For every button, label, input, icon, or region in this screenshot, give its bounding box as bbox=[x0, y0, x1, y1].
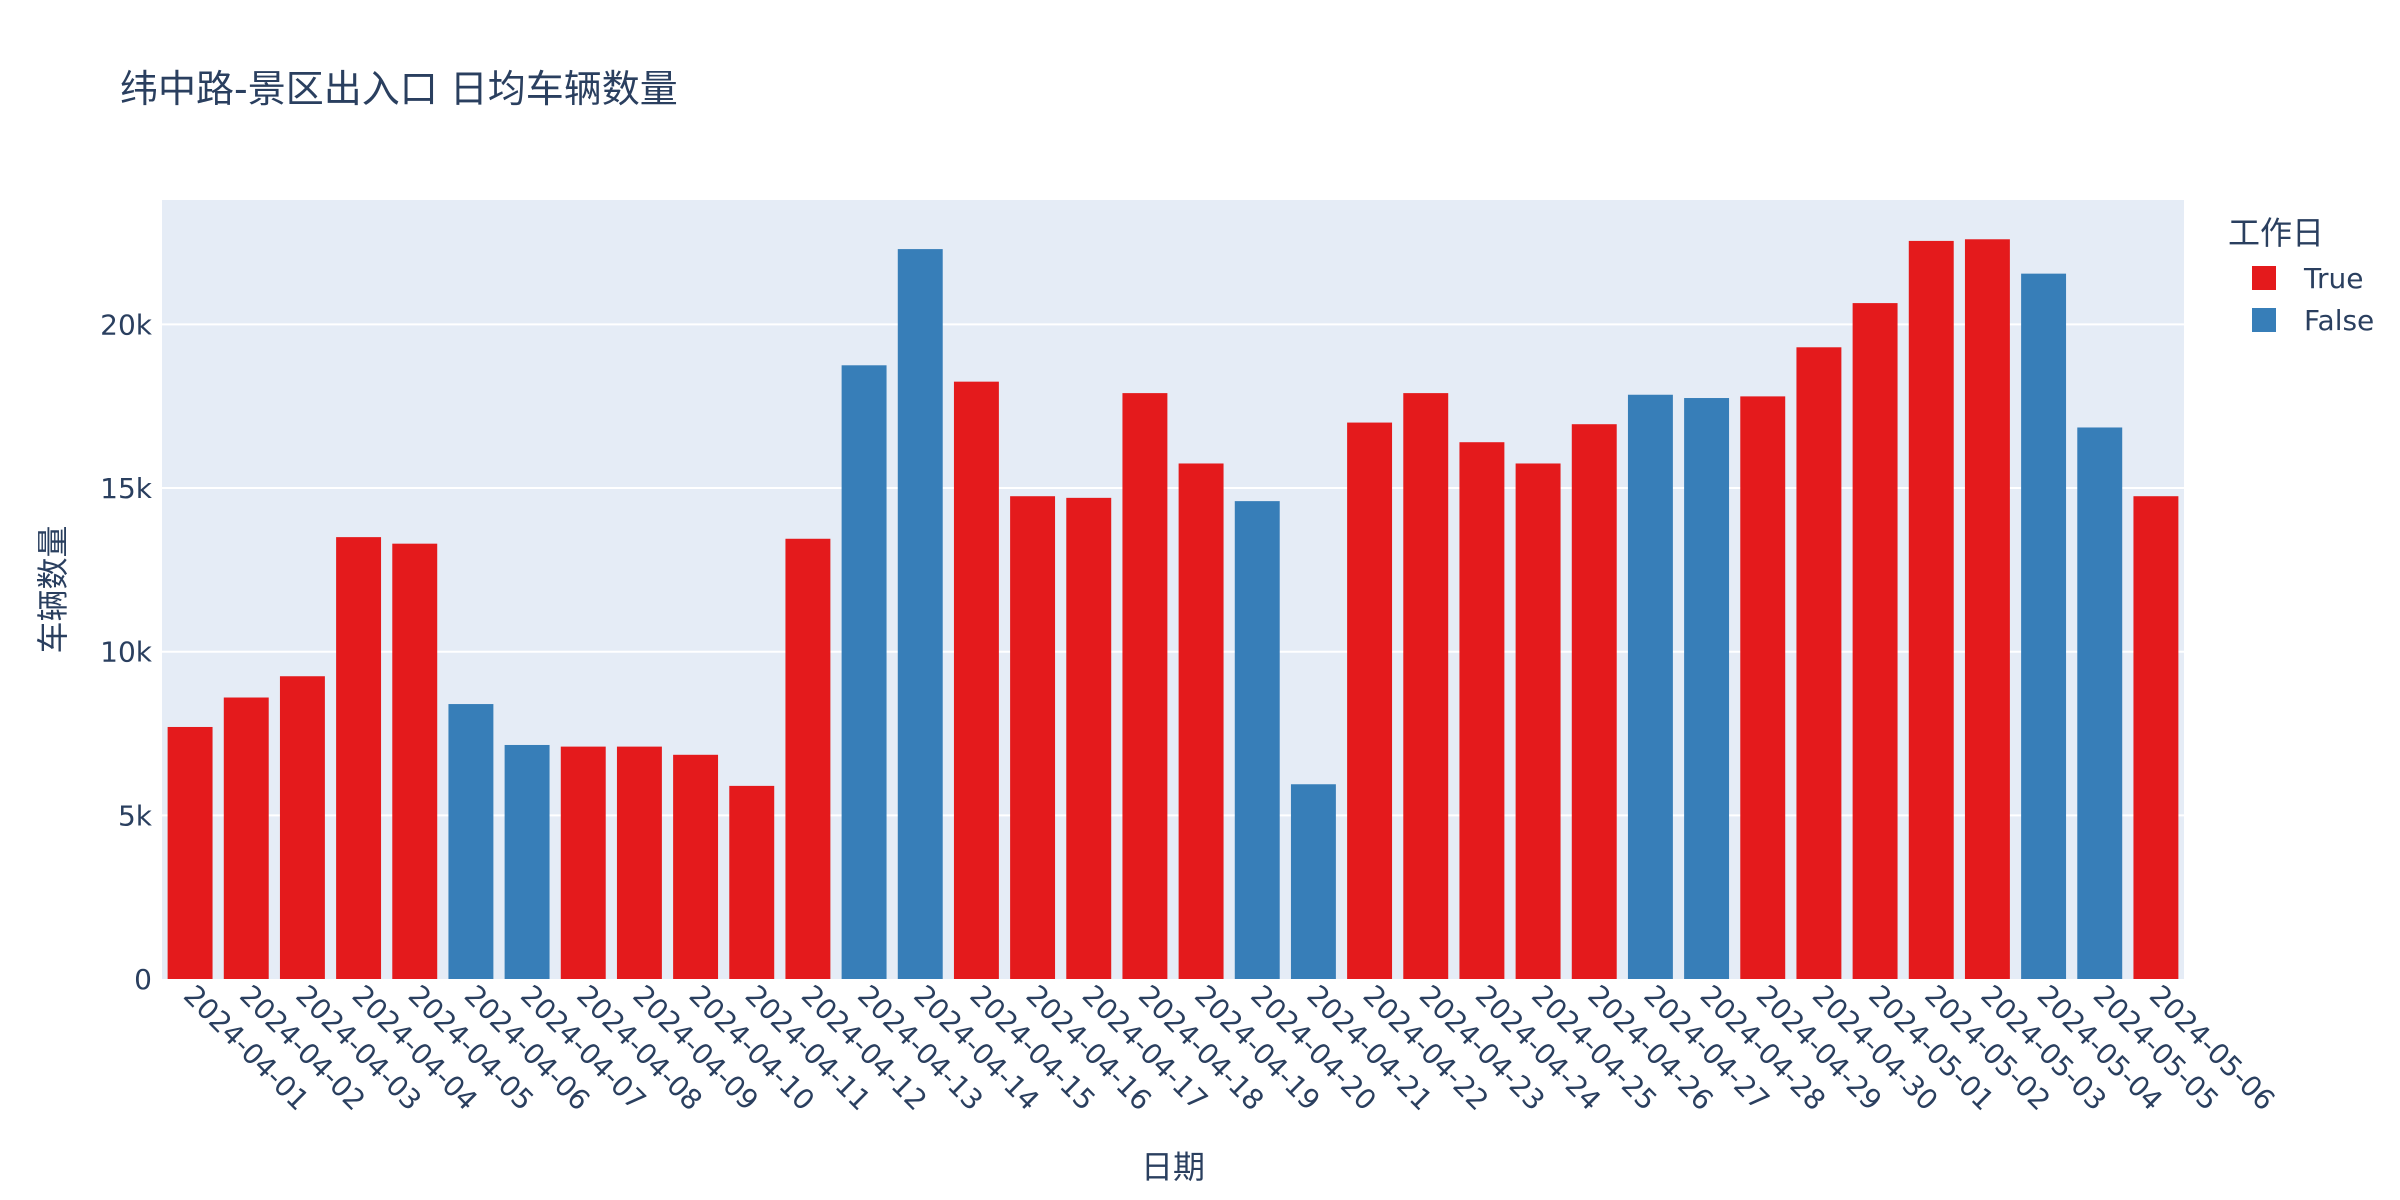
bar[interactable] bbox=[167, 726, 213, 979]
bar[interactable] bbox=[1066, 497, 1112, 979]
bar[interactable] bbox=[392, 543, 438, 979]
bar[interactable] bbox=[1796, 347, 1842, 979]
bar[interactable] bbox=[1740, 396, 1786, 979]
bar[interactable] bbox=[673, 754, 719, 979]
bar[interactable] bbox=[953, 381, 999, 979]
plot-background bbox=[162, 200, 2184, 979]
bar[interactable] bbox=[279, 676, 325, 979]
y-axis-ticks: 0 5k 10k 15k 20k bbox=[100, 308, 153, 996]
legend-label-false[interactable]: False bbox=[2304, 304, 2374, 337]
bar[interactable] bbox=[1403, 393, 1449, 980]
bar[interactable] bbox=[1964, 239, 2010, 979]
bar[interactable] bbox=[1627, 394, 1673, 979]
bars bbox=[167, 239, 2179, 980]
legend-label-true[interactable]: True bbox=[2303, 262, 2363, 295]
y-tick-label: 20k bbox=[100, 308, 153, 341]
y-axis-title: 车辆数量 bbox=[34, 525, 72, 653]
grid-lines bbox=[162, 323, 2184, 817]
legend: 工作日 True False bbox=[2228, 214, 2374, 337]
bar[interactable] bbox=[729, 785, 775, 979]
legend-swatch-false[interactable] bbox=[2252, 308, 2276, 332]
y-tick-label: 10k bbox=[100, 636, 153, 669]
bar[interactable] bbox=[504, 744, 550, 979]
x-axis-ticks: 2024-04-012024-04-022024-04-032024-04-04… bbox=[177, 979, 2281, 1117]
bar[interactable] bbox=[560, 746, 606, 979]
bar[interactable] bbox=[1122, 393, 1168, 980]
x-axis-title: 日期 bbox=[1141, 1148, 1205, 1186]
bar[interactable] bbox=[841, 365, 887, 980]
bar[interactable] bbox=[897, 249, 943, 980]
bar[interactable] bbox=[1178, 463, 1224, 979]
bar[interactable] bbox=[1908, 240, 1954, 979]
y-tick-label: 15k bbox=[100, 472, 153, 505]
bar[interactable] bbox=[223, 697, 269, 979]
bar[interactable] bbox=[448, 704, 494, 979]
bar[interactable] bbox=[1290, 784, 1336, 979]
bar[interactable] bbox=[2133, 496, 2179, 979]
bar[interactable] bbox=[1852, 303, 1898, 980]
bar[interactable] bbox=[1459, 442, 1505, 979]
bar[interactable] bbox=[2077, 427, 2123, 979]
y-tick-label: 5k bbox=[118, 799, 153, 832]
bar[interactable] bbox=[1515, 463, 1561, 979]
legend-swatch-true[interactable] bbox=[2252, 266, 2276, 290]
bar[interactable] bbox=[2021, 273, 2067, 979]
bar[interactable] bbox=[1571, 424, 1617, 979]
legend-title: 工作日 bbox=[2228, 214, 2324, 252]
bar[interactable] bbox=[785, 538, 831, 979]
chart-title: 纬中路-景区出入口 日均车辆数量 bbox=[120, 67, 678, 111]
bar[interactable] bbox=[1684, 398, 1730, 980]
y-tick-label: 0 bbox=[134, 963, 152, 996]
bar[interactable] bbox=[1234, 501, 1280, 979]
bar[interactable] bbox=[1347, 422, 1393, 980]
bar[interactable] bbox=[1010, 496, 1056, 979]
bar[interactable] bbox=[616, 746, 662, 979]
bar[interactable] bbox=[336, 537, 382, 979]
